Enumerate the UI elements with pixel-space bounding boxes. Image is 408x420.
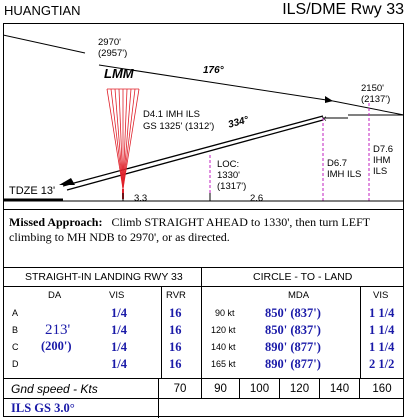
mda-d: 890' (877') [265, 357, 321, 371]
circle-vis-b: 1 1/4 [369, 323, 395, 337]
vis-a: 1/4 [111, 306, 127, 320]
ground-speed-row: Gnd speed - Kts 70 90 100 120 140 160 [3, 378, 404, 399]
profile-diagram: × [3, 34, 404, 202]
category-b: B [12, 325, 19, 335]
mda-c: 890' (877') [265, 340, 321, 354]
da-header: DA [48, 290, 62, 301]
missed-approach-line-1: Missed Approach: Climb STRAIGHT AHEAD to… [9, 215, 398, 230]
category-c: C [12, 342, 19, 352]
missed-approach-section: Missed Approach: Climb STRAIGHT AHEAD to… [3, 209, 404, 267]
gnd-speed-160: 160 [359, 379, 404, 399]
right-alt: 2150' [361, 83, 384, 94]
missed-approach-label: Missed Approach: [9, 215, 103, 229]
rvr-header: RVR [166, 290, 186, 301]
speed-c: 140 kt [211, 342, 236, 352]
lmm-beacon-icon [106, 88, 140, 199]
distance-3-3: 3.3 [134, 193, 148, 204]
vis-header: VIS [109, 290, 125, 301]
d76-ils-label: ILS [373, 166, 388, 177]
loc-alt-msl: (1317') [217, 181, 247, 192]
speed-a: 90 kt [215, 308, 235, 318]
speed-d: 165 kt [211, 359, 236, 369]
ground-speed-label: Gnd speed - Kts [11, 382, 98, 396]
fix-top-alt: 2970' [98, 37, 121, 48]
straight-in-title: STRAIGHT-IN LANDING RWY 33 [25, 271, 183, 283]
mda-b: 850' (837') [265, 323, 321, 337]
category-a: A [12, 308, 19, 318]
circle-vis-d: 2 1/2 [369, 357, 395, 371]
gnd-speed-140: 140 [319, 379, 359, 399]
chart-header: HUANGTIAN ILS/DME Rwy 33 [0, 0, 408, 24]
circle-vis-header: VIS [373, 290, 389, 301]
ils-fix-label: D4.1 IMH ILS [143, 109, 201, 120]
fix-top-alt-msl: (2957') [98, 48, 128, 59]
missed-approach-text-2: climbing to MH NDB to 2970', or as direc… [9, 230, 230, 244]
glideslope-row: ILS GS 3.0° [3, 398, 404, 418]
d76-ihm-label: IHM [373, 155, 391, 166]
mda-header: MDA [288, 290, 310, 301]
gnd-speed-120: 120 [279, 379, 319, 399]
vis-c: 1/4 [111, 340, 127, 354]
loc-label: LOC: [217, 159, 240, 170]
vis-d: 1/4 [111, 357, 127, 371]
mda-a: 850' (837') [265, 306, 321, 320]
chart-frame [3, 23, 404, 417]
rvr-c: 16 [169, 340, 182, 354]
airport-name: HUANGTIAN [4, 3, 81, 18]
gnd-speed-70: 70 [158, 379, 201, 399]
glidepath-line [62, 115, 324, 187]
ils-gs-label: GS 1325' (1312') [143, 121, 215, 132]
d67-ils-label: IMH ILS [327, 169, 362, 180]
gnd-speed-90: 90 [201, 379, 239, 399]
vis-b: 1/4 [111, 323, 127, 337]
missed-approach-climb-line [3, 34, 86, 54]
outbound-track-line [98, 64, 334, 102]
circle-vis-c: 1 1/4 [369, 340, 395, 354]
procedure-title: ILS/DME Rwy 33 [282, 1, 404, 18]
profile-view: × 2970' (2957') 176° LMM D4.1 IMH ILS GS… [3, 23, 404, 209]
right-alt-msl: (2137') [361, 94, 391, 105]
category-d: D [12, 359, 19, 369]
loc-alt: 1330' [217, 170, 240, 181]
missed-approach-text-1: Climb STRAIGHT AHEAD to 1330', then turn… [111, 215, 371, 229]
glideslope-label: ILS GS 3.0° [11, 401, 75, 415]
gnd-speed-100: 100 [239, 379, 279, 399]
glidepath-arrow [59, 178, 75, 185]
lmm-label: LMM [104, 66, 134, 81]
outbound-track-arrow [325, 96, 333, 103]
rvr-b: 16 [169, 323, 182, 337]
da-value: 213' [45, 322, 71, 338]
minimums-table: STRAIGHT-IN LANDING RWY 33 CIRCLE - TO -… [3, 267, 404, 379]
svg-text:×: × [321, 114, 327, 125]
d67-label: D6.7 [327, 158, 348, 169]
circle-title: CIRCLE - TO - LAND [253, 271, 353, 283]
tdze-label: TDZE 13' [9, 185, 56, 197]
speed-b: 120 kt [211, 325, 236, 335]
rvr-d: 16 [169, 357, 182, 371]
course-176: 176° [203, 65, 224, 76]
d76-label: D7.6 [373, 144, 394, 155]
circle-vis-a: 1 1/4 [369, 306, 395, 320]
rvr-a: 16 [169, 306, 182, 320]
da-height: (200') [41, 339, 72, 353]
distance-2-6: 2.6 [250, 193, 264, 204]
